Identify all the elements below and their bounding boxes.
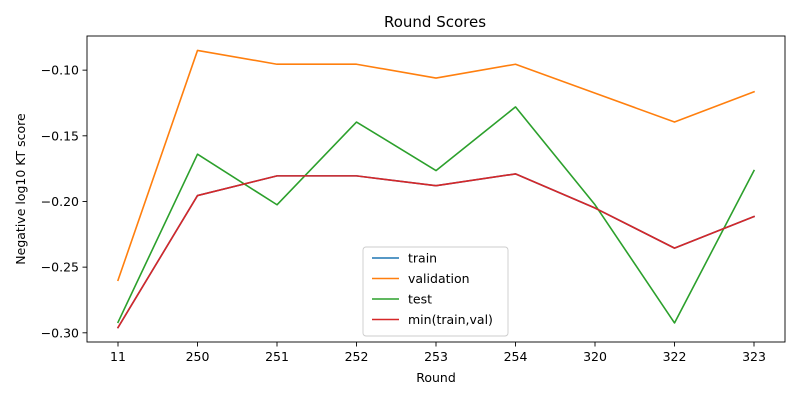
x-tick-label: 251 xyxy=(265,349,289,364)
x-tick-label: 254 xyxy=(504,349,528,364)
x-tick-label: 250 xyxy=(186,349,210,364)
y-tick-label: −0.20 xyxy=(41,194,79,209)
series-line-min-train-val xyxy=(116,173,756,329)
x-tick-label: 253 xyxy=(424,349,448,364)
x-tick-label: 252 xyxy=(345,349,369,364)
legend-label: test xyxy=(408,292,432,307)
series-line-validation xyxy=(116,49,756,282)
legend: train validation test min(train,val) xyxy=(362,246,509,337)
x-axis: 11 250 251 252 253 254 320 322 323 xyxy=(110,342,766,364)
legend-label: validation xyxy=(408,271,470,286)
x-tick-label: 323 xyxy=(742,349,766,364)
legend-box xyxy=(362,246,509,337)
y-axis-title: Negative log10 KT score xyxy=(13,113,28,265)
legend-label: min(train,val) xyxy=(408,312,493,327)
x-tick-label: 11 xyxy=(110,349,126,364)
series-layer xyxy=(116,49,756,329)
x-tick-label: 320 xyxy=(583,349,607,364)
series-line-test xyxy=(116,106,756,324)
chart-title: Round Scores xyxy=(384,13,486,31)
y-tick-label: −0.30 xyxy=(41,325,79,340)
y-tick-label: −0.10 xyxy=(41,63,79,78)
y-tick-label: −0.15 xyxy=(41,128,79,143)
y-axis: −0.30 −0.25 −0.20 −0.15 −0.10 xyxy=(41,63,87,340)
legend-label: train xyxy=(408,251,437,266)
x-axis-title: Round xyxy=(416,370,456,385)
y-tick-label: −0.25 xyxy=(41,260,79,275)
x-tick-label: 322 xyxy=(663,349,687,364)
